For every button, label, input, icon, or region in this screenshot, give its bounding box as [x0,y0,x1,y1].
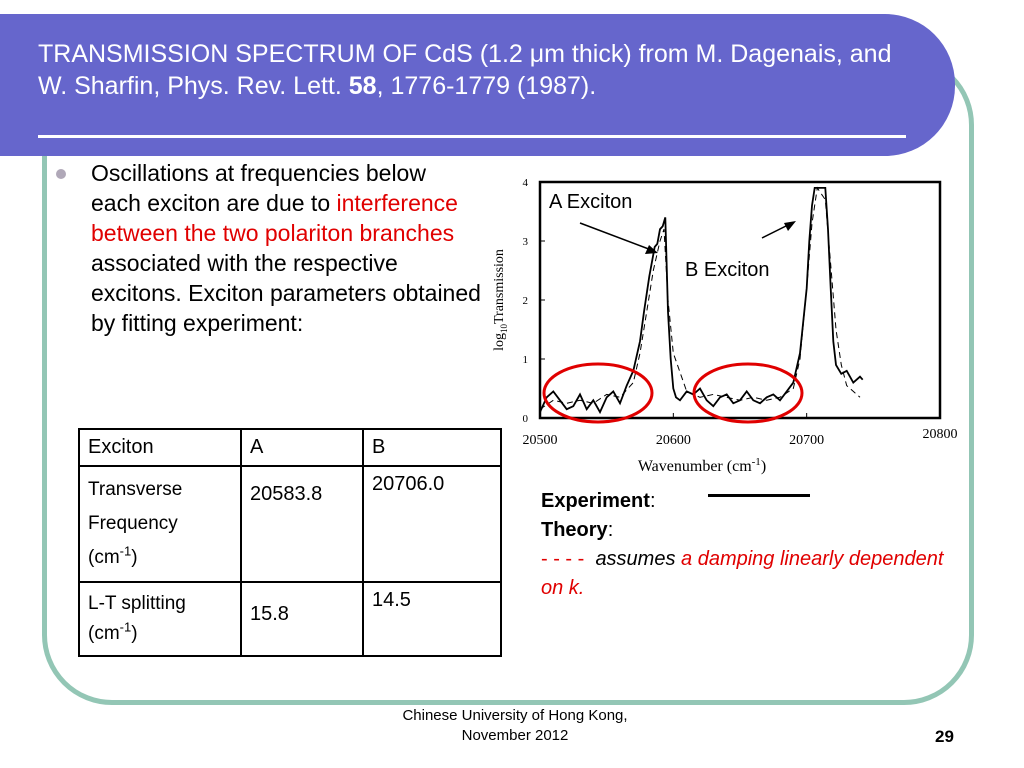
cell-a: 20583.8 [240,465,364,583]
arrow-b-head [784,221,796,231]
header-b: B [362,428,502,467]
arrow-a-head [645,245,658,254]
experiment-line-sample [708,494,810,497]
label-line: L-T splitting [88,593,186,614]
bullet-icon [56,169,66,179]
table-row-transverse-frequency: Transverse Frequency (cm-1) 20583.8 20706.… [78,465,502,583]
y-axis-label-main: log [492,333,507,351]
label-line: Transverse [88,479,183,500]
transmission-chart: 20500 20600 20700 20800 0 1 2 3 4 log10Transmiss… [492,177,958,475]
y-tick-label: 1 [523,354,529,366]
chart-legend: Experiment: Theory: - - - - assumes a da… [541,487,961,603]
title-underline [38,135,906,138]
label-close: ) [131,547,138,568]
cell-a: 15.8 [240,581,364,657]
label-unit: (cm [88,623,120,644]
oscillation-circle-b [692,362,804,424]
annotation-a-exciton: A Exciton [549,191,632,213]
bullet-text-part2: associated with the respective excitons.… [91,250,481,336]
legend-theory-note: - - - - assumes a damping linearly depen… [541,545,961,603]
bullet-text: Oscillations at frequencies below each e… [91,158,481,338]
table-header-row: Exciton A B [78,428,502,467]
cell-b: 14.5 [362,581,502,657]
page-number: 29 [935,727,954,746]
title-pages: , 1776-1779 (1987). [376,72,597,100]
annotation-b-exciton: B Exciton [685,259,769,281]
x-axis-label: Wavenumber (cm-1) [638,456,766,475]
exciton-parameter-table: Exciton A B Transverse Frequency (cm-1) 20… [78,428,502,657]
oscillation-circle-a [542,362,654,424]
footer: Chinese University of Hong Kong, Novembe… [360,706,670,746]
y-tick-label: 2 [523,295,529,307]
label-unit: (cm [88,547,120,568]
x-tick-label: 20600 [656,433,691,448]
y-tick-label: 3 [523,236,529,248]
title-text-main: TRANSMISSION SPECTRUM OF CdS (1.2 μm thi… [38,40,892,100]
arrow-a [579,222,655,252]
x-axis-label-close: ) [761,458,766,475]
legend-assumes: assumes [595,548,676,570]
y-axis-label: log10Transmission [492,249,509,351]
bullet-red-text: interference between the two polariton b… [91,190,458,246]
footer-institution: Chinese University of Hong Kong, [402,707,628,724]
legend-theory-label: Theory [541,519,608,541]
cell-b: 20706.0 [362,465,502,583]
header-exciton: Exciton [78,428,242,467]
header-a: A [240,428,364,467]
label-line: Frequency [88,513,178,534]
legend-dashes: - - - - [541,548,585,570]
footer-date: November 2012 [461,727,569,744]
title-banner [0,14,955,156]
slide-title: TRANSMISSION SPECTRUM OF CdS (1.2 μm thi… [38,38,918,102]
y-tick-label: 4 [523,177,529,189]
y-axis-label-sub: 10 [499,324,509,334]
title-volume: 58 [348,72,377,100]
plot-area [538,180,942,420]
x-axis-label-main: Wavenumber (cm [638,458,752,475]
x-axis-label-sup: -1 [752,456,761,468]
row-label: Transverse Frequency (cm-1) [78,465,242,583]
x-tick-label: 20800 [923,427,958,442]
legend-experiment: Experiment: [541,490,656,512]
legend-experiment-label: Experiment [541,490,650,512]
legend-theory: Theory: [541,519,614,541]
y-axis-label-tail: Transmission [492,249,507,324]
label-sup: -1 [119,619,132,635]
label-close: ) [131,623,138,644]
table-row-lt-splitting: L-T splitting (cm-1) 15.8 14.5 [78,581,502,657]
theory-curve [539,186,861,410]
x-tick-label: 20500 [523,433,558,448]
y-tick-label: 0 [523,413,529,425]
x-tick-label: 20700 [789,433,824,448]
legend-damping-text: a damping linearly dependent on k. [541,548,944,599]
experiment-curve [539,186,864,415]
bullet-text-part1: Oscillations at frequencies below each e… [91,160,426,216]
label-sup: -1 [119,543,132,559]
row-label: L-T splitting (cm-1) [78,581,242,657]
